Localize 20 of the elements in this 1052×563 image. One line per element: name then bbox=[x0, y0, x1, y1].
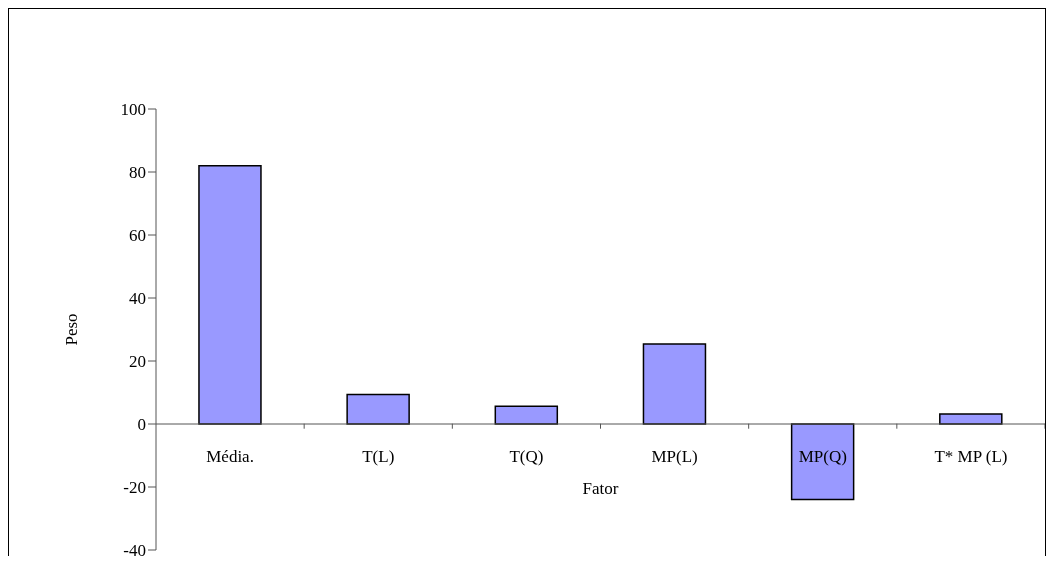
bar bbox=[198, 164, 262, 425]
y-tick-label: 60 bbox=[129, 226, 146, 246]
bar bbox=[642, 343, 707, 425]
x-tick-label: T(Q) bbox=[509, 446, 544, 466]
y-tick-label: 80 bbox=[129, 163, 146, 183]
y-tick-label: -40 bbox=[123, 541, 146, 561]
x-tick-label: MP(Q) bbox=[798, 446, 847, 466]
y-tick-label: -20 bbox=[123, 478, 146, 498]
x-tick-label: T(L) bbox=[362, 446, 395, 466]
y-tick-label: 0 bbox=[137, 415, 146, 435]
x-tick-label: MP(L) bbox=[651, 446, 698, 466]
x-tick-label: Média. bbox=[206, 446, 254, 466]
bar bbox=[790, 423, 855, 501]
bar bbox=[346, 393, 410, 425]
x-tick-label: T* MP (L) bbox=[934, 446, 1008, 466]
y-tick-label: 40 bbox=[129, 289, 146, 309]
x-axis-title: Fator bbox=[582, 478, 619, 498]
y-tick-label: 100 bbox=[120, 100, 146, 120]
y-tick-label: 20 bbox=[129, 352, 146, 372]
y-axis-title: Peso bbox=[62, 313, 82, 346]
